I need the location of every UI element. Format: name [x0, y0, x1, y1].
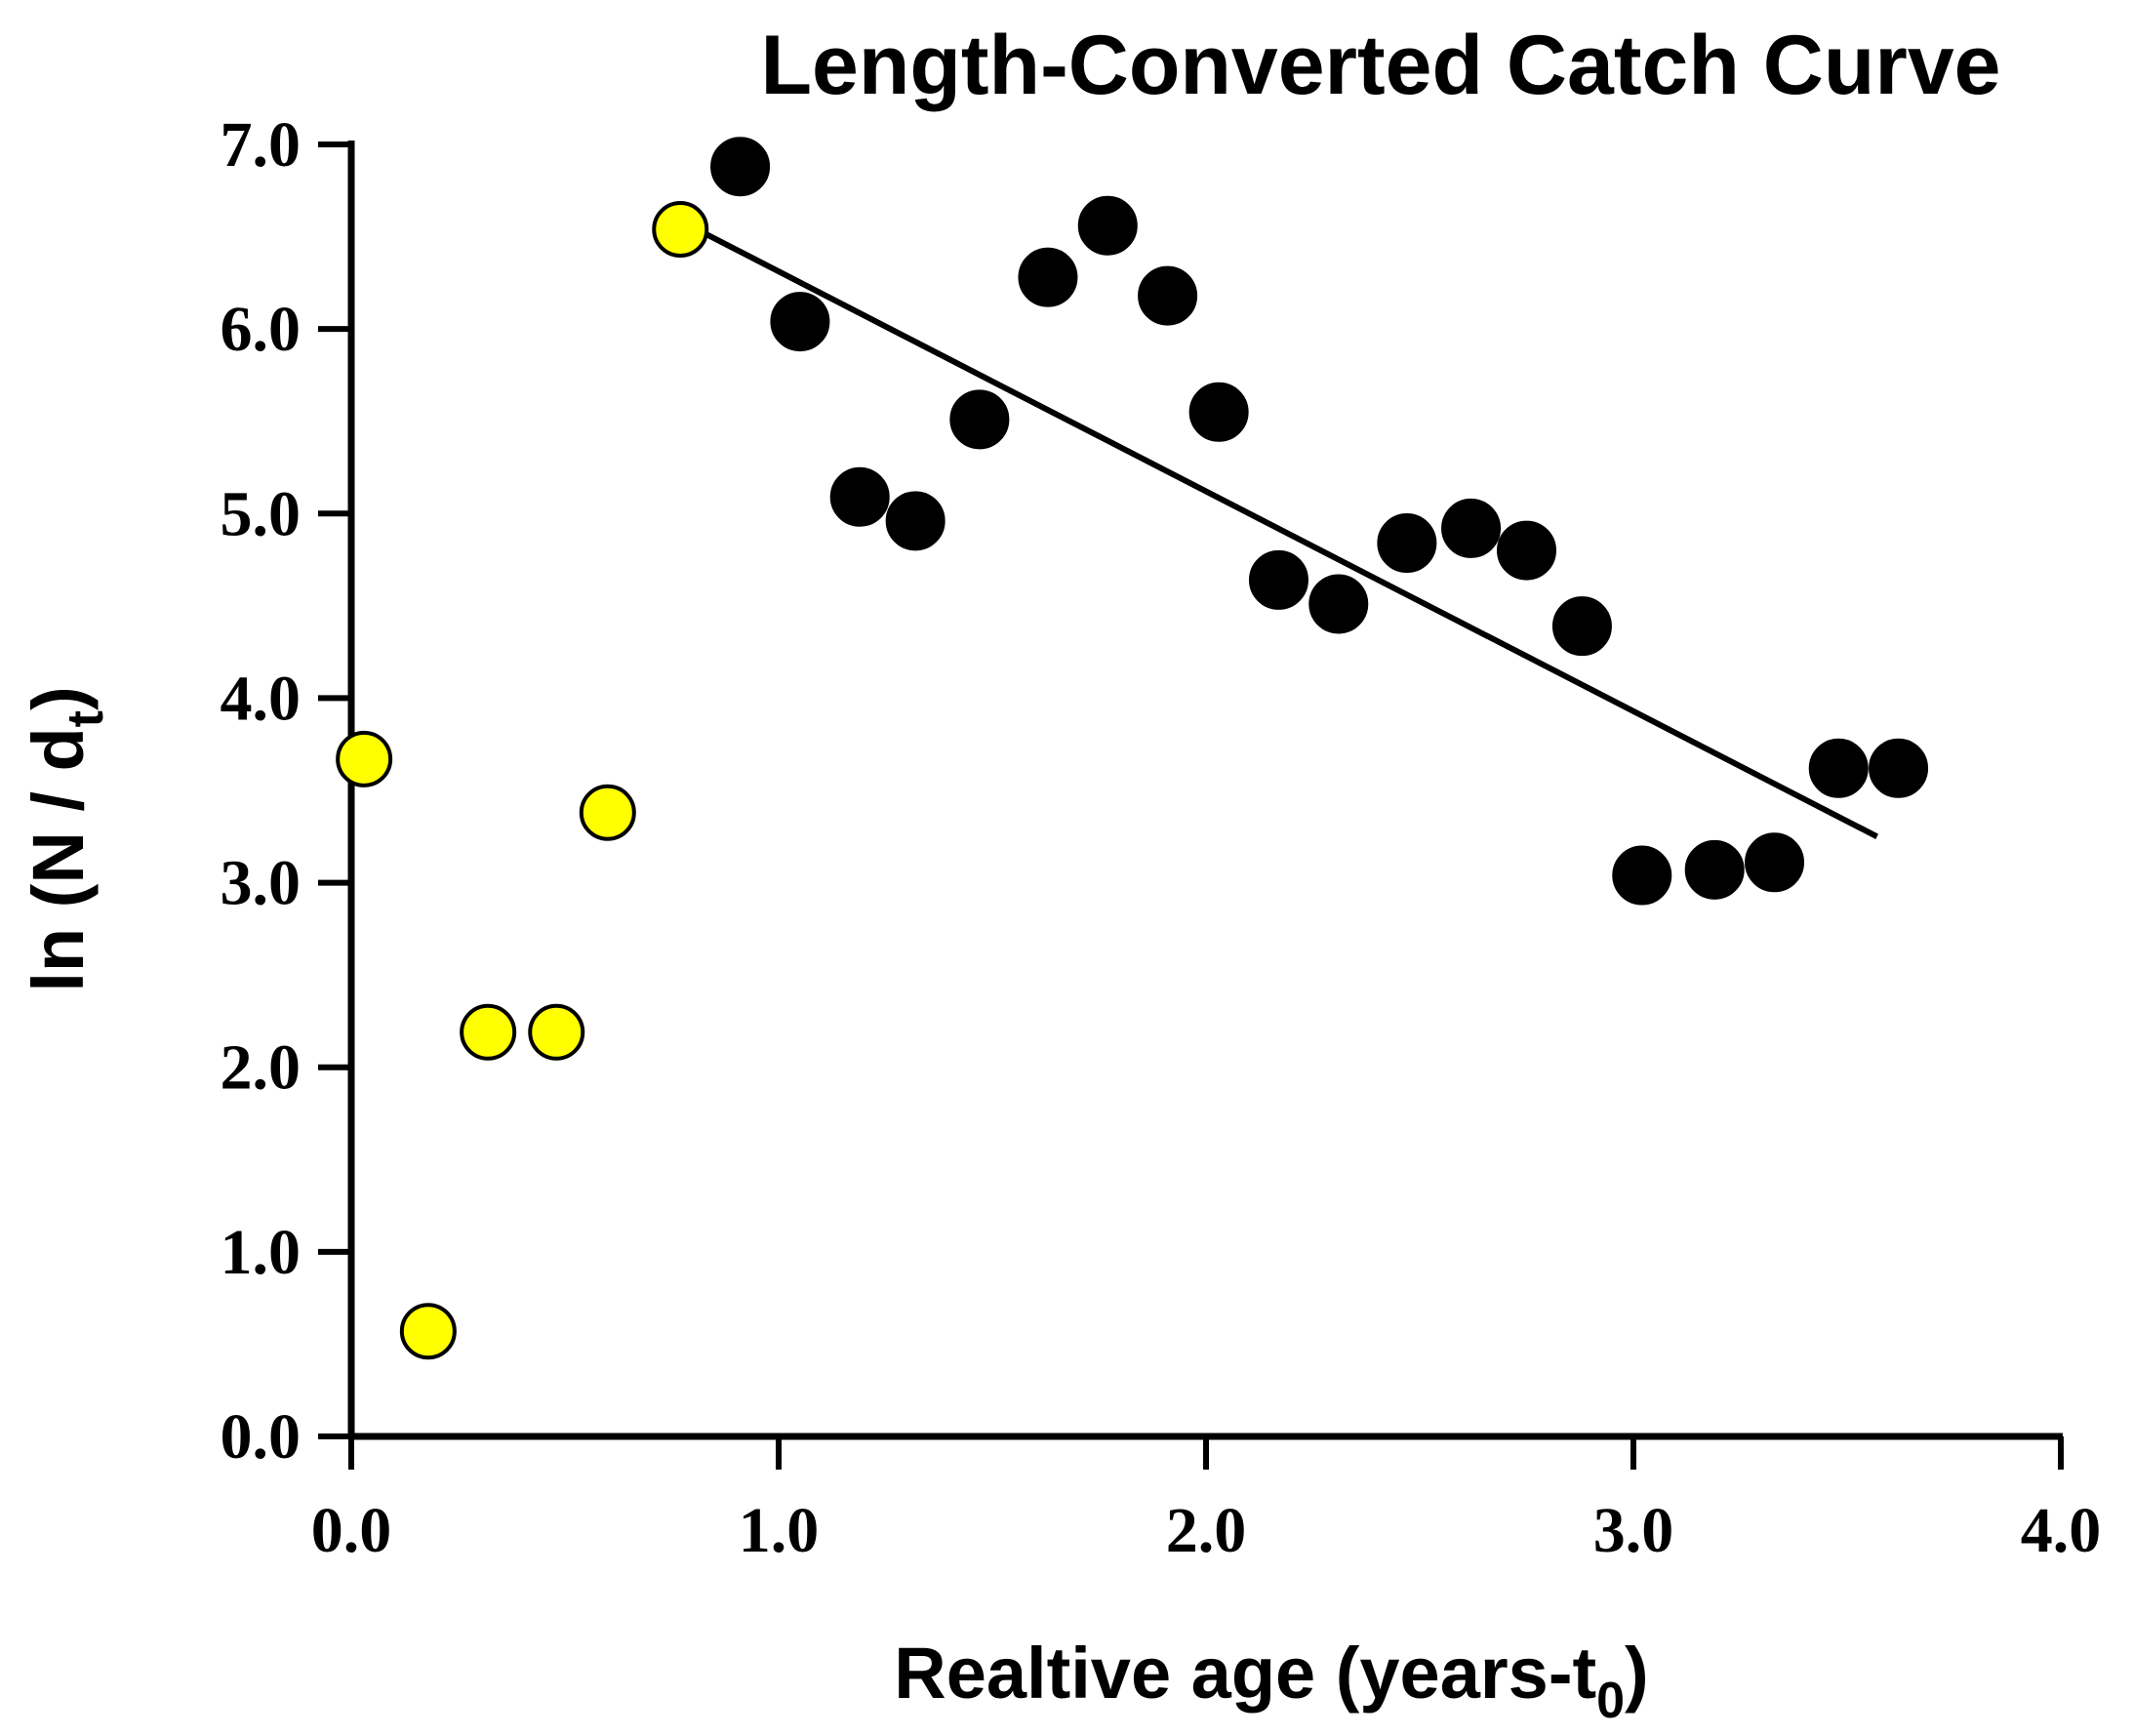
regression-data-point — [1745, 832, 1805, 893]
y-tick-label: 0.0 — [221, 1401, 302, 1473]
y-tick-label: 2.0 — [221, 1032, 302, 1104]
regression-data-point — [1248, 549, 1308, 610]
excluded-data-point — [336, 730, 393, 787]
y-tick-label: 5.0 — [221, 478, 302, 549]
y-axis-title-close: ) — [18, 686, 99, 710]
regression-data-point — [829, 466, 890, 527]
x-tick-label: 4.0 — [2021, 1495, 2102, 1566]
x-axis-title-close: ) — [1625, 1633, 1649, 1714]
y-axis-title: ln (N / dt) — [18, 686, 114, 991]
regression-data-point — [1497, 520, 1556, 581]
regression-data-point — [1077, 195, 1138, 256]
regression-line — [692, 224, 1879, 839]
regression-data-point — [1684, 839, 1745, 900]
y-axis-title-main: ln (N / d — [18, 727, 99, 991]
regression-data-point — [1869, 738, 1929, 798]
x-tick-label: 2.0 — [1166, 1495, 1247, 1566]
y-tick-label: 1.0 — [221, 1217, 302, 1288]
y-tick-label: 7.0 — [221, 109, 302, 181]
excluded-data-point — [528, 1003, 585, 1061]
y-tick-label: 4.0 — [221, 663, 302, 734]
x-tick-label: 3.0 — [1593, 1495, 1674, 1566]
regression-data-point — [1377, 513, 1437, 574]
x-axis-title-main: Realtive age (years-t — [894, 1633, 1596, 1714]
regression-data-point — [1188, 382, 1249, 442]
ticks: 0.0 1.0 2.0 3.0 4.0 5.0 6.0 7.0 0.0 1.0 2.0 3.0 4.0 — [221, 109, 2102, 1566]
trendline-group — [692, 224, 1879, 839]
y-tick-label: 3.0 — [221, 848, 302, 919]
excluded-data-point — [652, 201, 709, 259]
excluded-data-point — [399, 1303, 457, 1360]
regression-data-point — [1808, 738, 1869, 798]
excluded-data-point — [579, 784, 636, 841]
regression-data-point — [1612, 845, 1672, 906]
x-axis-title: Realtive age (years-t0) — [894, 1633, 1648, 1729]
regression-data-point — [710, 137, 771, 197]
excluded-data-point — [460, 1003, 517, 1061]
x-tick-label: 0.0 — [311, 1495, 392, 1566]
regression-data-point — [1138, 265, 1198, 326]
regression-data-point — [1308, 574, 1369, 634]
y-axis-title-subscript: t — [58, 710, 114, 727]
y-tick-label: 6.0 — [221, 294, 302, 365]
chart-title: Length-Converted Catch Curve — [760, 19, 2000, 112]
regression-data-point — [1551, 596, 1612, 657]
data-points — [336, 137, 1929, 1360]
regression-data-point — [949, 389, 1010, 450]
regression-data-point — [1441, 498, 1502, 558]
regression-data-point — [885, 491, 946, 551]
regression-data-point — [1018, 247, 1078, 307]
regression-data-point — [770, 292, 830, 352]
x-tick-label: 1.0 — [739, 1495, 820, 1566]
x-axis-title-subscript: 0 — [1596, 1673, 1625, 1729]
